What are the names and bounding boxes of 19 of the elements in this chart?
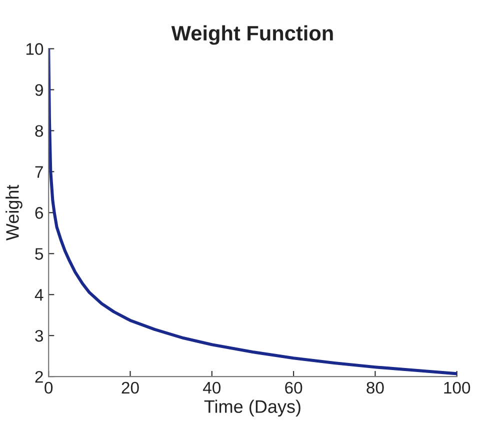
x-tick-label: 20 — [122, 382, 139, 394]
x-axis-title: Time (Days) — [204, 400, 300, 417]
x-tick-label: 60 — [285, 382, 302, 394]
x-tick-label: 100 — [444, 382, 470, 394]
x-tick-label: 0 — [44, 382, 53, 394]
y-tick-label: 8 — [35, 125, 44, 137]
x-tick-label: 40 — [203, 382, 221, 394]
y-tick-label: 9 — [35, 84, 43, 96]
y-tick-label: 2 — [35, 370, 43, 383]
y-tick-label: 10 — [26, 43, 44, 55]
y-tick-label: 5 — [35, 248, 44, 260]
y-axis-title: Weight — [6, 184, 22, 240]
y-tick-label: 7 — [35, 166, 43, 178]
line-series — [48, 48, 457, 376]
chart-title: Weight Function — [171, 25, 333, 45]
x-tick-label: 80 — [366, 382, 384, 394]
y-tick-label: 4 — [34, 289, 44, 301]
y-tick-label: 3 — [35, 330, 44, 342]
y-tick-label: 6 — [35, 207, 44, 219]
